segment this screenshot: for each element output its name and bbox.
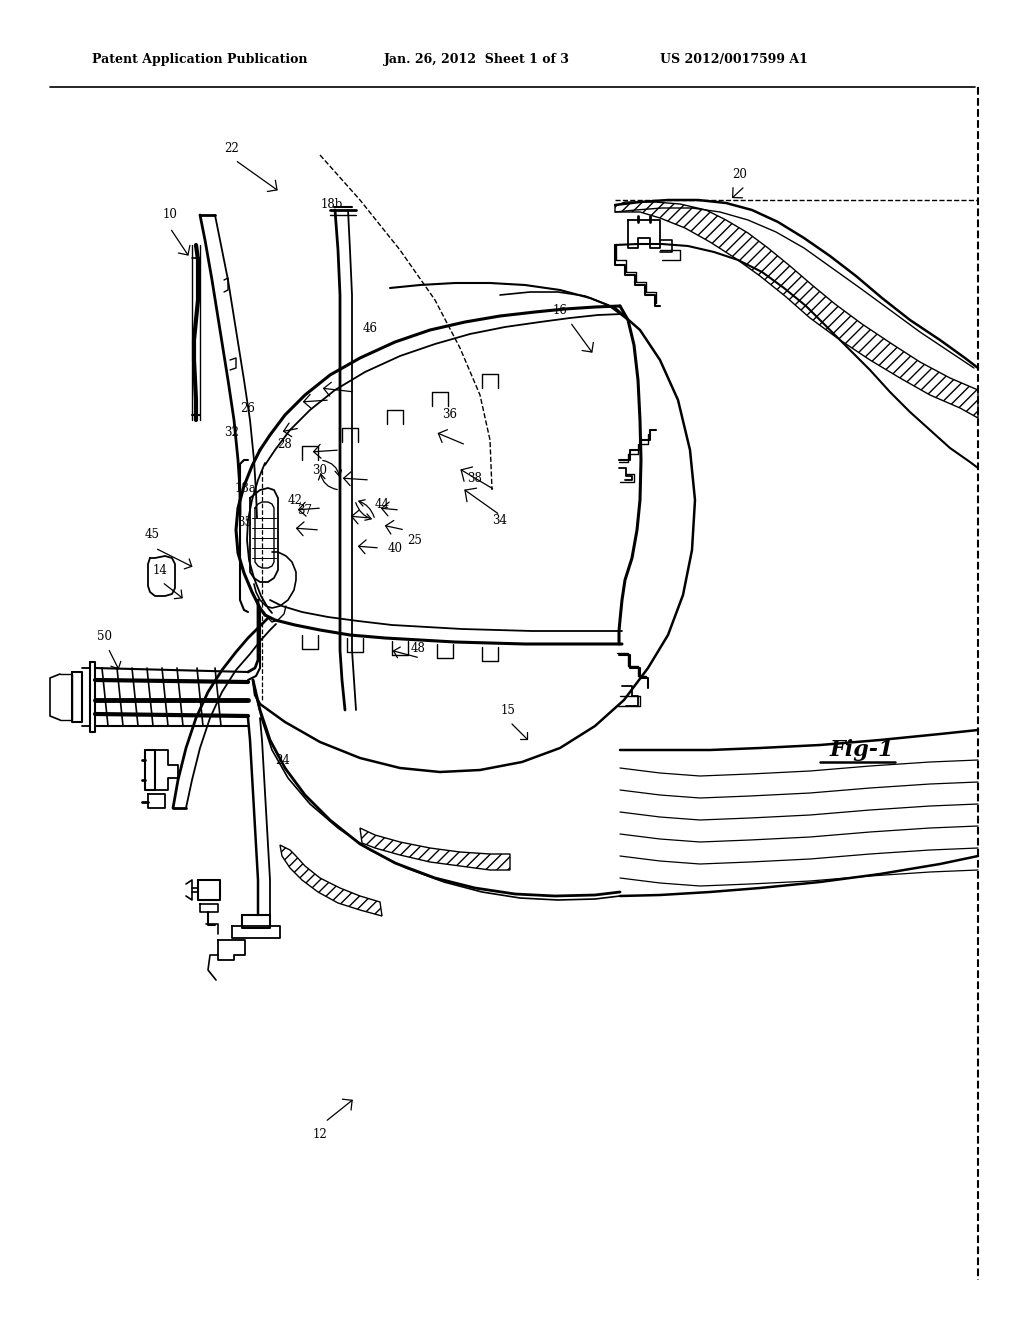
Text: 44: 44: [375, 499, 389, 511]
Text: 48: 48: [411, 642, 425, 655]
Text: 15: 15: [501, 704, 515, 717]
Text: 22: 22: [224, 141, 240, 154]
Text: 28: 28: [278, 438, 293, 451]
Text: 30: 30: [312, 463, 328, 477]
Text: 42: 42: [288, 494, 302, 507]
Text: Fig-1: Fig-1: [830, 739, 895, 762]
Text: US 2012/0017599 A1: US 2012/0017599 A1: [660, 53, 808, 66]
Text: Jan. 26, 2012  Sheet 1 of 3: Jan. 26, 2012 Sheet 1 of 3: [384, 53, 570, 66]
Text: 25: 25: [408, 533, 423, 546]
Text: 35: 35: [238, 516, 253, 528]
Text: 37: 37: [298, 503, 312, 516]
Text: 14: 14: [153, 564, 168, 577]
Text: 24: 24: [275, 754, 291, 767]
Text: Patent Application Publication: Patent Application Publication: [92, 53, 307, 66]
Text: 18b: 18b: [321, 198, 343, 211]
Text: 46: 46: [362, 322, 378, 334]
Text: 40: 40: [387, 541, 402, 554]
Text: 38: 38: [468, 471, 482, 484]
Text: 36: 36: [442, 408, 458, 421]
FancyArrowPatch shape: [358, 500, 374, 517]
Text: 16: 16: [553, 304, 567, 317]
Text: 18a: 18a: [234, 482, 256, 495]
Text: 12: 12: [312, 1129, 328, 1142]
Text: 26: 26: [241, 401, 255, 414]
Text: 20: 20: [732, 169, 748, 181]
FancyArrowPatch shape: [323, 461, 342, 477]
FancyArrowPatch shape: [318, 474, 337, 490]
Text: 34: 34: [493, 513, 508, 527]
Text: 10: 10: [163, 209, 177, 222]
Text: 32: 32: [224, 425, 240, 438]
Text: 45: 45: [144, 528, 160, 540]
Text: 50: 50: [97, 630, 113, 643]
FancyArrowPatch shape: [355, 503, 371, 520]
